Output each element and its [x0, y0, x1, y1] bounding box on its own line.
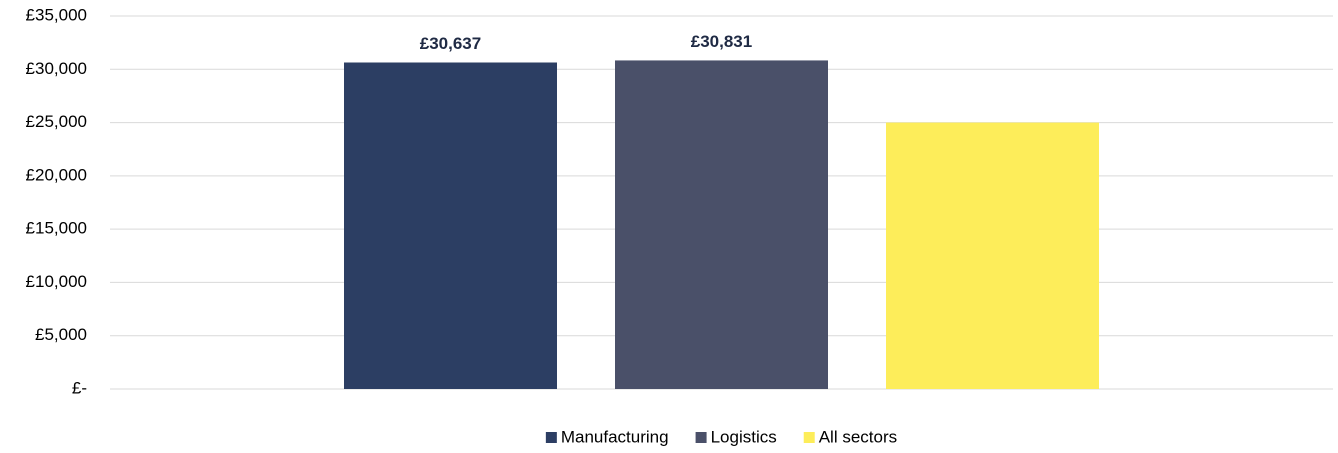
y-tick-label: £10,000	[26, 272, 87, 291]
y-tick-label: £35,000	[26, 5, 87, 24]
legend-label: Logistics	[711, 427, 777, 446]
legend-swatch	[695, 432, 707, 443]
data-label: £30,831	[691, 32, 752, 51]
bar	[886, 122, 1099, 390]
y-tick-label: £15,000	[26, 219, 87, 238]
data-label: £30,637	[420, 34, 481, 53]
bar	[615, 60, 828, 390]
legend-swatch	[803, 432, 815, 443]
y-tick-label: £25,000	[26, 112, 87, 131]
y-tick-label: £30,000	[26, 59, 87, 78]
legend-label: All sectors	[819, 427, 897, 446]
y-tick-label: £20,000	[26, 165, 87, 184]
bar	[344, 62, 557, 389]
y-tick-label: £5,000	[35, 325, 87, 344]
y-tick-label: £-	[72, 378, 87, 397]
legend-swatch	[545, 432, 557, 443]
legend-label: Manufacturing	[561, 427, 669, 446]
